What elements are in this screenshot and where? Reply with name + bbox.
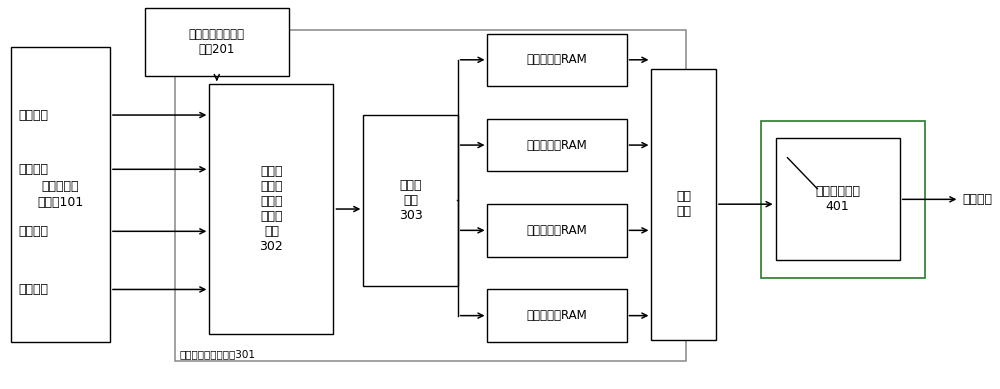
Text: 上升时间: 上升时间 bbox=[19, 109, 49, 121]
Text: 脉冲宽度: 脉冲宽度 bbox=[19, 163, 49, 176]
Text: 参数配置计
算单元101: 参数配置计 算单元101 bbox=[37, 180, 83, 209]
Text: 参数定点化及传递
单元201: 参数定点化及传递 单元201 bbox=[189, 28, 245, 56]
Bar bbox=[776, 138, 900, 260]
Bar bbox=[487, 119, 627, 171]
Bar bbox=[175, 30, 686, 361]
Text: 高电平数据RAM: 高电平数据RAM bbox=[527, 138, 587, 152]
Text: 信号频率: 信号频率 bbox=[19, 283, 49, 296]
Text: 下降时间: 下降时间 bbox=[19, 225, 49, 238]
Text: 下降沿数据RAM: 下降沿数据RAM bbox=[527, 224, 587, 237]
Text: 累加器
模块
303: 累加器 模块 303 bbox=[399, 179, 422, 222]
Bar bbox=[487, 33, 627, 86]
Bar bbox=[209, 84, 333, 334]
Bar bbox=[11, 47, 110, 342]
Text: 波形编辑及合成单元301: 波形编辑及合成单元301 bbox=[180, 349, 256, 359]
Text: 上升沿数据RAM: 上升沿数据RAM bbox=[527, 53, 587, 66]
Bar bbox=[487, 289, 627, 342]
Bar bbox=[363, 115, 458, 286]
Bar bbox=[651, 68, 716, 340]
Text: 时变非
线性频
率控制
字计算
模块
302: 时变非 线性频 率控制 字计算 模块 302 bbox=[260, 165, 283, 253]
Text: 信号调理单元
401: 信号调理单元 401 bbox=[815, 185, 860, 213]
Bar bbox=[761, 121, 925, 278]
Text: 信号输出: 信号输出 bbox=[962, 193, 992, 206]
Bar bbox=[487, 204, 627, 256]
Text: 低电平数据RAM: 低电平数据RAM bbox=[527, 309, 587, 322]
Bar bbox=[145, 9, 289, 76]
Text: 选择
开关: 选择 开关 bbox=[676, 190, 691, 218]
